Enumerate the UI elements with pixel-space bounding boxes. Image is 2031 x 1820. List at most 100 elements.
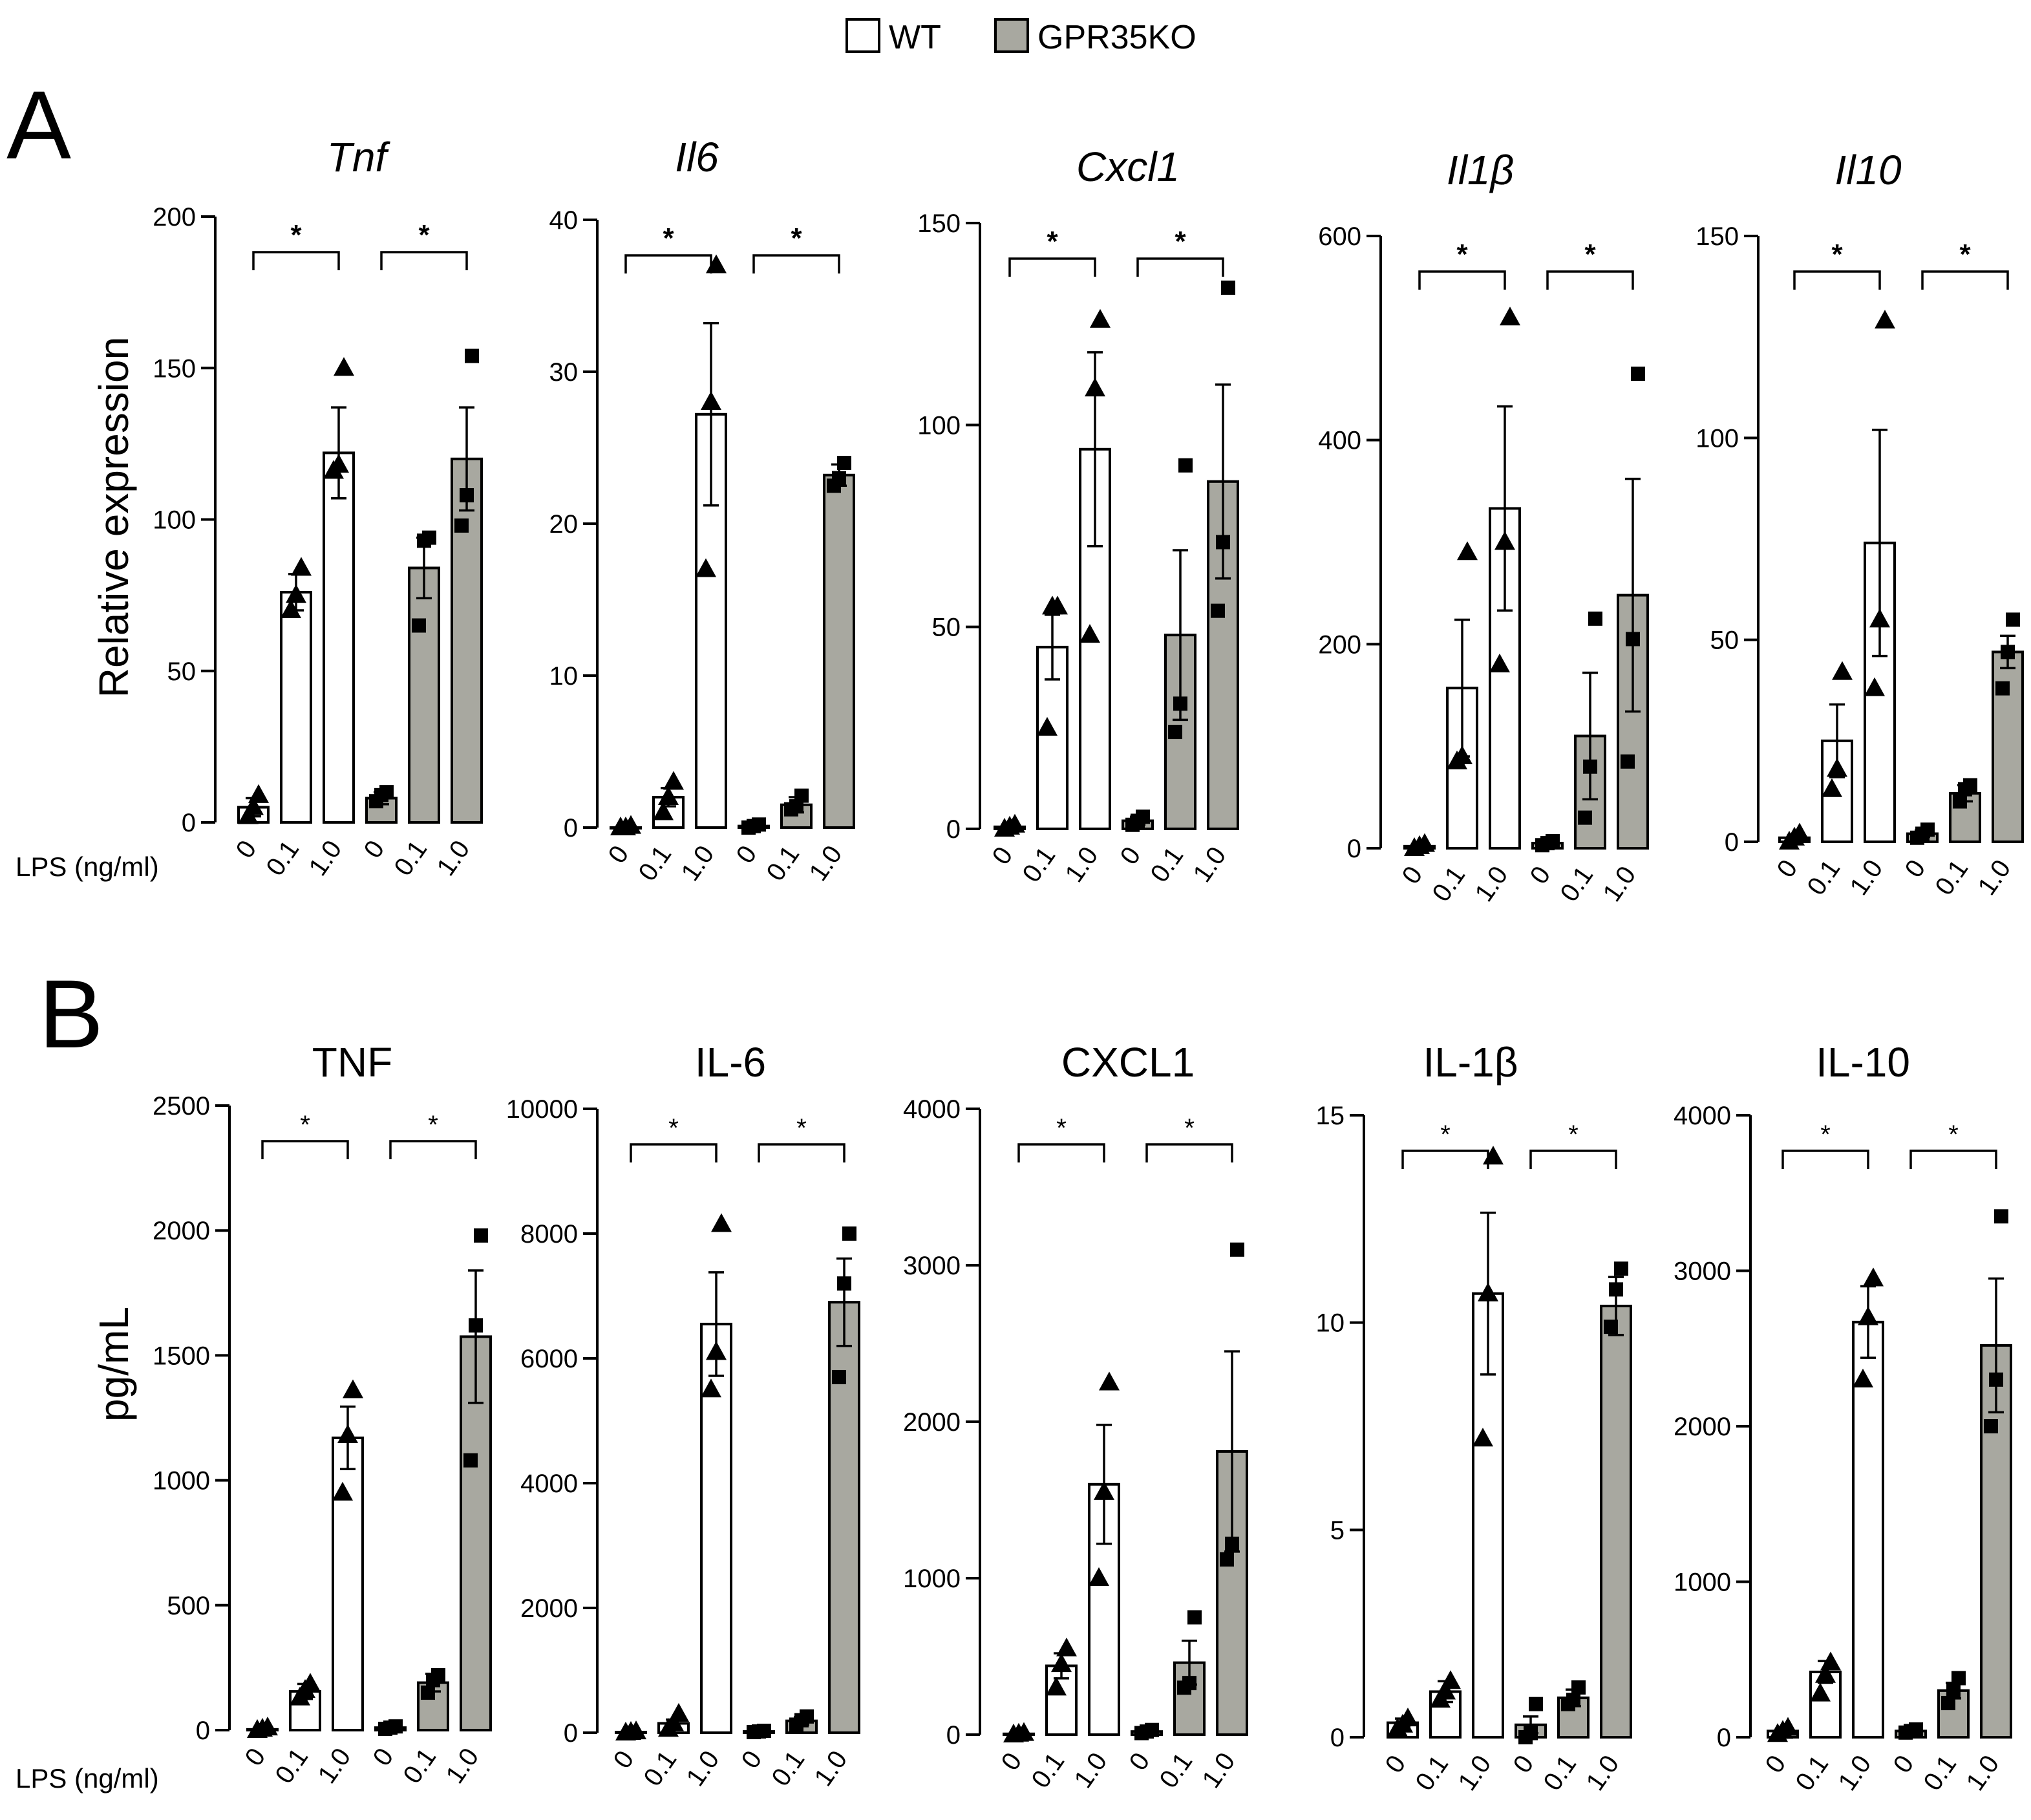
y-tick-label: 20 xyxy=(549,510,579,539)
significance-bracket xyxy=(1529,1150,1617,1169)
data-point-square xyxy=(1230,1242,1244,1257)
data-point-triangle xyxy=(1079,624,1100,643)
data-point-triangle xyxy=(328,454,349,473)
data-point-square xyxy=(388,1719,403,1734)
data-point-triangle xyxy=(1810,1682,1831,1702)
y-tick-label: 0 xyxy=(1725,828,1739,857)
data-point-triangle xyxy=(281,599,301,619)
chart-title: CXCL1 xyxy=(1061,1039,1195,1086)
x-tick-label: 0.1 xyxy=(1154,1748,1198,1793)
significance-label: * xyxy=(1820,1120,1831,1149)
data-point-square xyxy=(1989,1372,2003,1387)
data-point-square xyxy=(1178,458,1193,473)
data-point-square xyxy=(1920,822,1935,837)
chart-title: Il6 xyxy=(675,134,719,180)
data-point-square xyxy=(454,518,469,533)
data-point-square xyxy=(800,1709,814,1724)
data-point-square xyxy=(1182,1676,1196,1691)
x-tick-label: 0.1 xyxy=(1410,1750,1454,1796)
significance-label: * xyxy=(418,219,430,251)
data-point-square xyxy=(1529,1697,1543,1711)
chart-title: IL-1β xyxy=(1423,1039,1518,1086)
significance-label: * xyxy=(300,1111,310,1139)
x-tick-label: 0.1 xyxy=(388,835,432,881)
bar xyxy=(460,1335,492,1731)
data-point-triangle xyxy=(1414,833,1435,852)
legend-swatch-ko xyxy=(994,18,1029,53)
data-point-triangle xyxy=(1435,1680,1456,1700)
y-tick-label: 400 xyxy=(1318,427,1361,455)
significance-label: * xyxy=(668,1114,679,1142)
data-point-square xyxy=(832,1369,846,1384)
data-point-triangle xyxy=(1789,822,1810,842)
data-point-square xyxy=(1173,696,1187,711)
data-point-triangle xyxy=(291,557,312,576)
y-tick-label: 50 xyxy=(167,658,197,686)
x-tick-label: 1.0 xyxy=(681,1746,725,1792)
data-point-square xyxy=(1216,535,1230,550)
data-point-square xyxy=(1187,1610,1202,1625)
y-tick-label: 500 xyxy=(167,1592,210,1620)
data-point-square xyxy=(1631,367,1645,381)
data-point-triangle xyxy=(1853,1368,1873,1387)
x-tick-label: 0.1 xyxy=(1026,1748,1070,1793)
data-point-square xyxy=(837,1276,851,1291)
bar xyxy=(1173,1661,1206,1736)
data-point-triangle xyxy=(1494,531,1515,550)
data-point-triangle xyxy=(1863,1267,1884,1287)
x-tick-label: 0.1 xyxy=(1802,855,1845,901)
data-point-triangle xyxy=(1085,378,1105,397)
data-point-triangle xyxy=(1483,1146,1504,1165)
significance-bracket xyxy=(630,1143,718,1162)
data-point-triangle xyxy=(1473,1428,1493,1447)
data-point-triangle xyxy=(343,1379,363,1398)
data-point-square xyxy=(1220,1552,1234,1567)
x-tick-label: 0.1 xyxy=(270,1743,314,1789)
data-point-square xyxy=(1583,759,1597,774)
x-tick-label: 0 xyxy=(1124,1748,1156,1775)
y-tick-label: 0 xyxy=(946,1721,961,1750)
chart-title: Cxcl1 xyxy=(1076,144,1180,190)
x-tick-label: 0 xyxy=(608,1746,640,1773)
x-tick-label: 0 xyxy=(368,1743,399,1771)
data-point-square xyxy=(1571,1680,1586,1695)
data-point-square xyxy=(422,530,436,545)
data-point-square xyxy=(1136,809,1150,824)
x-tick-label: 1.0 xyxy=(803,840,847,886)
data-point-square xyxy=(1578,810,1592,825)
x-tick-label: 0 xyxy=(231,835,262,863)
data-point-square xyxy=(1604,1320,1618,1334)
bar xyxy=(280,590,312,824)
data-point-square xyxy=(1614,1261,1628,1276)
data-point-triangle xyxy=(1047,595,1068,615)
chart-title: TNF xyxy=(312,1039,392,1086)
data-point-triangle xyxy=(1398,1708,1418,1727)
significance-bracket xyxy=(261,1140,349,1159)
data-point-triangle xyxy=(1778,1717,1798,1736)
x-tick-label: 0 xyxy=(996,1748,1028,1775)
data-point-square xyxy=(1225,1536,1239,1551)
data-point-square xyxy=(757,1724,771,1739)
x-tick-label: 0.1 xyxy=(1555,861,1599,907)
y-tick-label: 1000 xyxy=(153,1467,210,1495)
significance-bracket xyxy=(1136,257,1224,277)
data-point-square xyxy=(832,471,846,486)
data-point-triangle xyxy=(286,584,306,603)
significance-bracket xyxy=(380,251,468,270)
bar xyxy=(323,451,355,824)
lps-label-b: LPS (ng/ml) xyxy=(16,1763,159,1793)
data-point-triangle xyxy=(668,1703,689,1722)
data-point-triangle xyxy=(1478,1282,1498,1301)
bar xyxy=(1992,650,2024,843)
data-point-triangle xyxy=(1822,778,1842,797)
data-point-square xyxy=(1609,1282,1623,1297)
y-tick-label: 1000 xyxy=(903,1565,961,1593)
bar xyxy=(823,473,855,829)
x-tick-label: 1.0 xyxy=(1196,1748,1240,1793)
significance-label: * xyxy=(1175,226,1186,257)
data-point-square xyxy=(1951,1671,1966,1686)
